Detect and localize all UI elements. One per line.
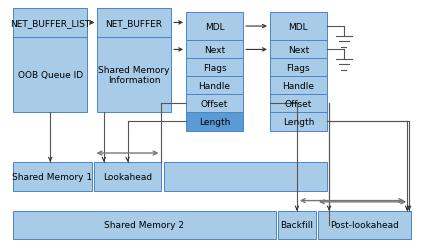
Text: Handle: Handle bbox=[282, 82, 314, 91]
Text: Lookahead: Lookahead bbox=[103, 172, 152, 181]
Text: Length: Length bbox=[199, 117, 230, 127]
Text: NET_BUFFER: NET_BUFFER bbox=[106, 19, 163, 28]
Text: Shared Memory 2: Shared Memory 2 bbox=[104, 220, 184, 230]
Text: Shared Memory
Information: Shared Memory Information bbox=[98, 66, 170, 85]
Bar bbox=[270, 59, 327, 77]
Bar bbox=[97, 9, 171, 112]
Text: NET_BUFFER_LIST: NET_BUFFER_LIST bbox=[10, 19, 90, 28]
Text: Shared Memory 1: Shared Memory 1 bbox=[12, 172, 92, 181]
Bar bbox=[278, 211, 316, 239]
Bar bbox=[270, 113, 327, 131]
Bar bbox=[270, 41, 327, 59]
Text: OOB Queue ID: OOB Queue ID bbox=[18, 71, 83, 80]
Bar bbox=[13, 9, 87, 112]
Text: Handle: Handle bbox=[199, 82, 231, 91]
Bar bbox=[186, 95, 243, 113]
Bar bbox=[270, 77, 327, 95]
Bar bbox=[270, 13, 327, 41]
Bar bbox=[186, 113, 243, 131]
Text: MDL: MDL bbox=[289, 22, 308, 32]
Text: Backfill: Backfill bbox=[281, 220, 313, 230]
Text: Length: Length bbox=[283, 117, 314, 127]
Text: Offset: Offset bbox=[285, 100, 312, 109]
Text: Flags: Flags bbox=[287, 64, 310, 73]
Bar bbox=[186, 77, 243, 95]
Bar bbox=[186, 13, 243, 41]
Text: Next: Next bbox=[204, 46, 225, 55]
Text: Flags: Flags bbox=[203, 64, 226, 73]
Text: MDL: MDL bbox=[205, 22, 224, 32]
Bar bbox=[186, 41, 243, 59]
Bar bbox=[94, 162, 162, 191]
Bar bbox=[13, 211, 276, 239]
Text: Post-lookahead: Post-lookahead bbox=[330, 220, 399, 230]
Text: Next: Next bbox=[288, 46, 309, 55]
Bar bbox=[270, 95, 327, 113]
Text: Offset: Offset bbox=[201, 100, 228, 109]
Bar bbox=[186, 59, 243, 77]
Bar bbox=[318, 211, 411, 239]
Bar bbox=[164, 162, 326, 191]
Bar bbox=[13, 162, 91, 191]
